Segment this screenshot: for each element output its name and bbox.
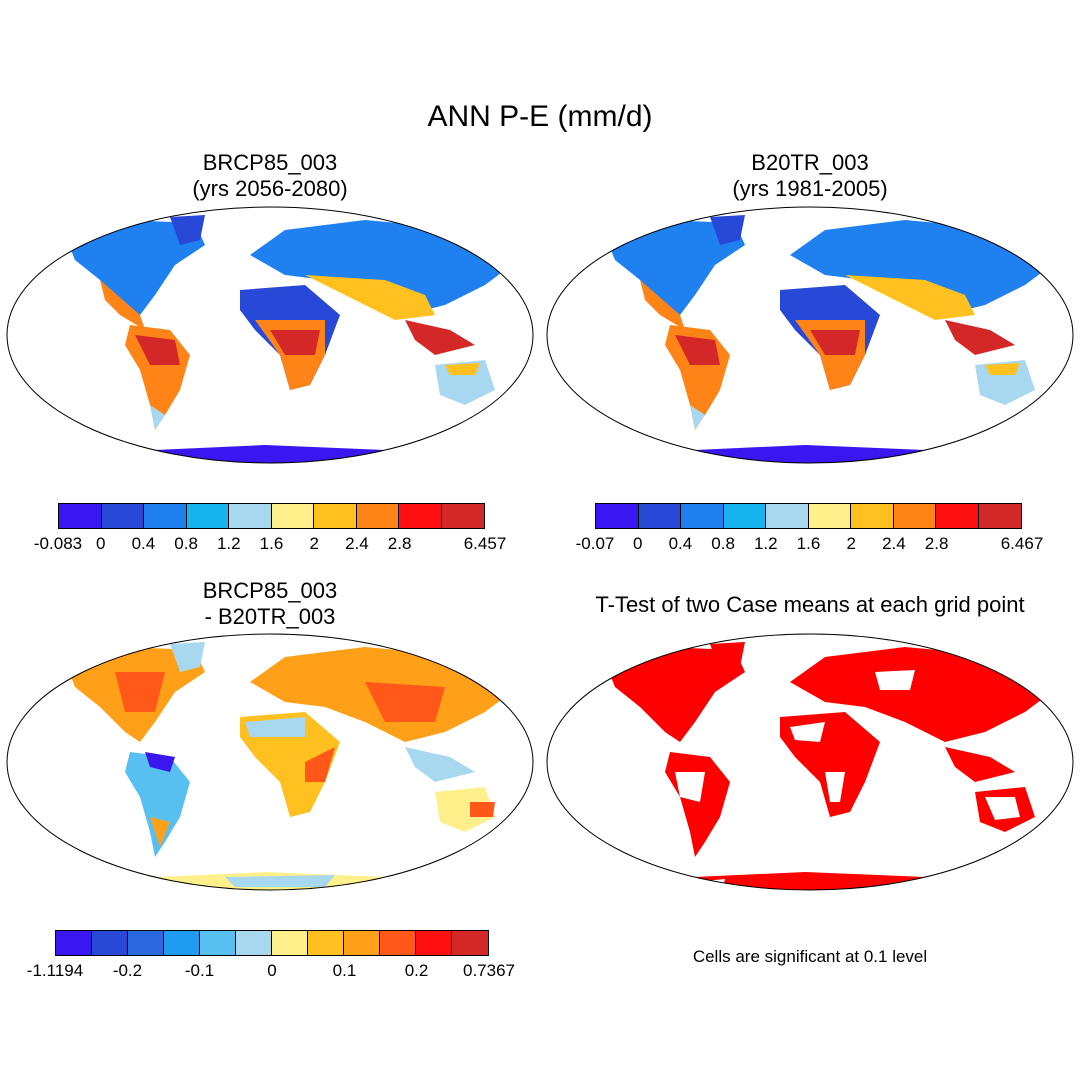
colorbar-swatch — [186, 504, 229, 528]
colorbar-swatch — [271, 504, 314, 528]
colorbar-tick-label: 1.2 — [216, 534, 241, 553]
colorbar-top-left — [58, 503, 485, 529]
continent-australia — [435, 787, 495, 832]
panel-title: T-Test of two Case means at each grid po… — [595, 592, 1025, 617]
colorbar-tick-label: 1.6 — [259, 534, 284, 553]
panel-title-top-right: B20TR_003 (yrs 1981-2005) — [545, 150, 1075, 202]
colorbar-tick-label: 0.4 — [668, 534, 693, 553]
colorbar-tick-label: -0.083 — [33, 534, 83, 553]
colorbar-swatch — [59, 504, 102, 528]
significance-note: Cells are significant at 0.1 level — [692, 947, 928, 966]
colorbar-tick-label: -0.07 — [575, 534, 615, 553]
panel-title-line2: - B20TR_003 — [204, 604, 336, 629]
continent-greenland — [170, 642, 205, 672]
continent-north-america — [605, 647, 745, 742]
panel-title-bottom-left: BRCP85_003 - B20TR_003 — [5, 578, 535, 630]
map-bottom-right — [546, 633, 1074, 891]
colorbar-swatch — [441, 504, 484, 528]
colorbar-swatch — [379, 931, 416, 955]
panel-title-line1: BRCP85_003 — [202, 150, 338, 175]
colorbar-swatch — [314, 504, 357, 528]
colorbar-tick-label: 2.4 — [345, 534, 369, 553]
colorbar-tick-label: -1.1194 — [26, 961, 84, 980]
panel-title-line2: (yrs 1981-2005) — [732, 176, 888, 201]
panel-title-top-left: BRCP85_003 (yrs 2056-2080) — [5, 150, 535, 202]
colorbar-swatch — [596, 504, 639, 528]
colorbar-swatch — [271, 931, 308, 955]
colorbar-swatch — [356, 504, 399, 528]
panel-title-line1: BRCP85_003 — [202, 578, 338, 603]
continent-south-america — [125, 752, 190, 857]
colorbar-labels-top-left: -0.083 0 0.4 0.8 1.2 1.6 2 2.4 2.8 6.457 — [34, 534, 506, 556]
colorbar-swatch — [978, 504, 1021, 528]
colorbar-labels-top-right: -0.07 0 0.4 0.8 1.2 1.6 2 2.4 2.8 6.467 — [576, 534, 1044, 556]
colorbar-swatch — [307, 931, 344, 955]
colorbar-tick-label: 6.457 — [463, 534, 507, 553]
colorbar-swatch — [451, 931, 488, 955]
colorbar-top-right — [595, 503, 1022, 529]
colorbar-swatch — [893, 504, 936, 528]
colorbar-tick-label: 0 — [95, 534, 106, 553]
colorbar-tick-label: 0.8 — [174, 534, 198, 553]
colorbar-tick-label: 2.8 — [387, 534, 412, 553]
colorbar-tick-label: 2.4 — [882, 534, 906, 553]
colorbar-tick-label: 0 — [632, 534, 643, 553]
panel-title-line2: (yrs 2056-2080) — [192, 176, 348, 201]
colorbar-swatch — [399, 504, 442, 528]
colorbar-swatch — [766, 504, 809, 528]
map-top-right — [546, 206, 1074, 464]
continent-greenland — [710, 215, 745, 245]
figure-title: ANN P-E (mm/d) — [427, 100, 653, 133]
colorbar-swatch — [56, 931, 92, 955]
colorbar-swatch — [936, 504, 979, 528]
colorbar-tick-label: -0.2 — [112, 961, 143, 980]
panel-title-line1: B20TR_003 — [751, 150, 869, 175]
panel-title-bottom-right: T-Test of two Case means at each grid po… — [545, 592, 1075, 618]
colorbar-swatch — [638, 504, 681, 528]
colorbar-swatch — [163, 931, 200, 955]
colorbar-bottom-left — [55, 930, 489, 956]
colorbar-tick-label: 2.8 — [924, 534, 949, 553]
colorbar-labels-bottom-left: -1.1194 -0.2 -0.1 0 0.1 0.2 0.7367 — [27, 961, 515, 983]
colorbar-tick-label: 6.467 — [1000, 534, 1044, 553]
continent-greenland — [170, 215, 205, 245]
colorbar-tick-label: 0.7367 — [463, 961, 515, 980]
colorbar-swatch — [127, 931, 164, 955]
colorbar-tick-label: 0.4 — [131, 534, 156, 553]
continent-north-america — [65, 220, 205, 315]
colorbar-swatch — [808, 504, 851, 528]
colorbar-swatch — [144, 504, 187, 528]
colorbar-swatch — [415, 931, 452, 955]
colorbar-tick-label: 0.2 — [404, 961, 429, 980]
colorbar-tick-label: -0.1 — [184, 961, 215, 980]
colorbar-tick-label: 0 — [267, 961, 277, 980]
colorbar-tick-label: 2 — [846, 534, 856, 553]
colorbar-tick-label: 1.6 — [796, 534, 821, 553]
colorbar-swatch — [851, 504, 894, 528]
continent-africa — [240, 712, 340, 817]
map-top-left — [6, 206, 534, 464]
continent-greenland — [710, 642, 745, 672]
colorbar-tick-label: 0.8 — [711, 534, 735, 553]
colorbar-swatch — [681, 504, 724, 528]
continent-north-america — [605, 220, 745, 315]
colorbar-swatch — [101, 504, 144, 528]
colorbar-tick-label: 0.1 — [332, 961, 357, 980]
colorbar-swatch — [199, 931, 236, 955]
colorbar-tick-label: 2 — [309, 534, 319, 553]
colorbar-swatch — [235, 931, 272, 955]
colorbar-swatch — [91, 931, 128, 955]
colorbar-swatch — [343, 931, 380, 955]
map-bottom-left — [6, 633, 534, 891]
colorbar-tick-label: 1.2 — [753, 534, 778, 553]
colorbar-swatch — [723, 504, 766, 528]
colorbar-swatch — [229, 504, 272, 528]
